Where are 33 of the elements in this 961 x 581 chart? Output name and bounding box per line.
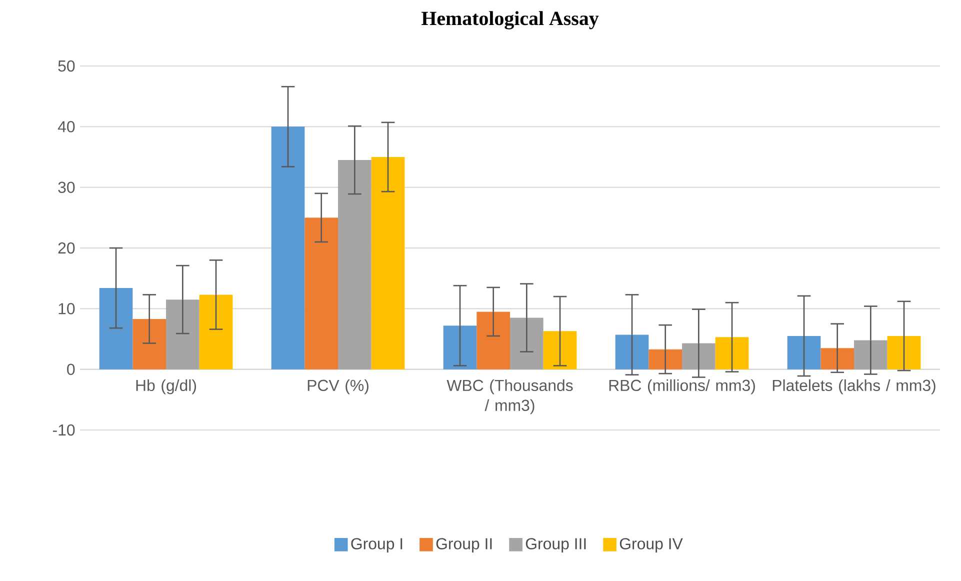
x-tick-label: Platelets (lakhs / mm3) (772, 379, 936, 394)
y-tick-label: 50 (58, 60, 75, 72)
y-tick-label: -10 (52, 424, 75, 436)
bar (682, 343, 716, 370)
bar (338, 160, 372, 370)
legend-label: Group IV (620, 538, 683, 553)
bar (648, 349, 682, 370)
legend-label: Group III (526, 538, 586, 553)
bar (715, 337, 749, 370)
x-tick-label: PCV (%) (308, 379, 368, 394)
y-tick-label: 40 (58, 121, 75, 132)
chart-title: Hematological Assay (422, 11, 599, 30)
bar (476, 312, 510, 370)
bar (820, 348, 854, 370)
bar (854, 340, 888, 370)
y-tick-label: 0 (67, 364, 75, 375)
bar (99, 288, 133, 370)
legend-label: Group II (436, 538, 492, 553)
bar (304, 218, 338, 370)
bar (132, 318, 166, 370)
x-tick-label: RBC (millions/ mm3) (609, 379, 755, 394)
bar (271, 126, 305, 370)
x-tick-label: Hb (g/dl) (136, 379, 196, 394)
bar (166, 300, 200, 370)
y-tick-label: 10 (58, 303, 75, 314)
bar (199, 294, 233, 370)
bar (371, 157, 405, 370)
bar (787, 336, 821, 370)
x-tick-label: WBC (Thousands / mm3) (446, 379, 573, 414)
y-tick-label: 30 (58, 182, 75, 193)
bar (615, 334, 649, 370)
legend-label: Group I (351, 538, 402, 553)
y-tick-label: 20 (58, 242, 75, 254)
